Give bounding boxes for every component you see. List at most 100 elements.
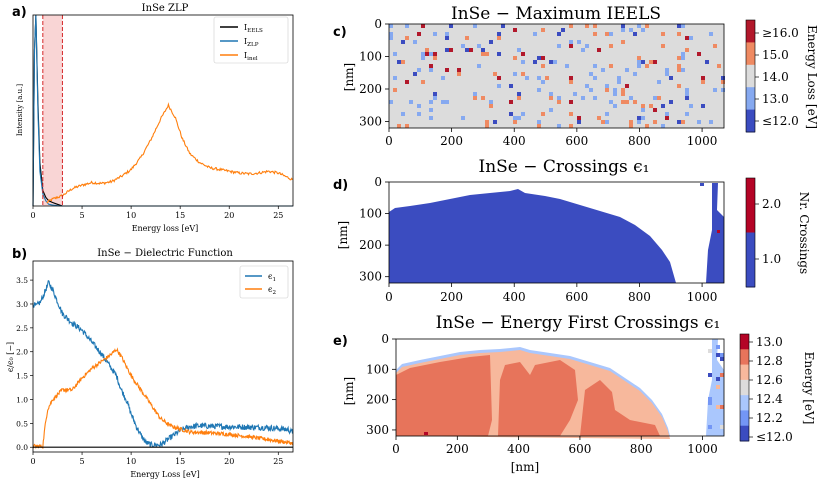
max-ieels-cell — [721, 88, 725, 92]
max-ieels-cell — [461, 44, 465, 48]
dielectric-series-ϵ2 — [32, 347, 294, 450]
max-ieels-cell — [569, 80, 573, 84]
max-ieels-cell — [573, 92, 577, 96]
zlp-shaded-region — [42, 15, 63, 206]
energy-crossings-cell — [708, 425, 712, 429]
max-ieels-cell — [537, 124, 541, 128]
max-ieels-cell — [389, 36, 393, 40]
max-ieels-cell — [481, 52, 485, 56]
max-ieels-colorbar-tick-label: 15.0 — [762, 48, 789, 62]
energy-crossings-map: InSe − Energy First Crossings ϵ₁ 0 200 400… — [342, 313, 816, 474]
max-ieels-cell — [641, 108, 645, 112]
max-ieels-cell — [589, 72, 593, 76]
max-ieels-colorbar-label: Energy Loss [eV] — [805, 25, 819, 129]
dielectric-x-tick-label: 10 — [126, 457, 136, 466]
dielectric-x-tick-label: 25 — [273, 457, 283, 466]
max-ieels-cell — [665, 72, 669, 76]
max-ieels-cell — [637, 116, 641, 120]
energy-crossings-y-tick-label: 0 — [381, 332, 389, 346]
energy-crossings-x-tick-label: 400 — [507, 442, 530, 456]
zlp-legend-entry: IEELS — [244, 23, 263, 34]
max-ieels-colorbar-tick-label: ≥16.0 — [762, 26, 799, 40]
max-ieels-cell — [405, 24, 409, 28]
max-ieels-cell — [429, 52, 433, 56]
energy-crossings-axes-frame — [395, 338, 725, 437]
max-ieels-cell — [389, 24, 393, 28]
zlp-y-axis-label: Intensity [a.u.] — [16, 84, 24, 136]
crossings-region-right — [706, 183, 724, 283]
dielectric-y-axis-label: ϵ/ϵ₀ [−] — [6, 342, 15, 372]
max-ieels-cell — [581, 96, 585, 100]
dielectric-x-tick-label: 5 — [80, 457, 85, 466]
max-ieels-cell — [501, 24, 505, 28]
max-ieels-cell — [521, 52, 525, 56]
max-ieels-cell — [429, 68, 433, 72]
max-ieels-cell — [445, 68, 449, 72]
crossings-x-tick-label: 800 — [628, 290, 651, 304]
max-ieels-cell — [433, 96, 437, 100]
energy-crossings-colorbar-label: Energy [eV] — [802, 352, 816, 425]
max-ieels-cell — [549, 60, 553, 64]
max-ieels-cell — [709, 120, 713, 124]
max-ieels-cell — [477, 44, 481, 48]
max-ieels-cell — [669, 76, 673, 80]
energy-crossings-colorbar-band — [740, 379, 749, 396]
energy-crossings-cell — [716, 377, 720, 381]
max-ieels-cell — [621, 92, 625, 96]
max-ieels-cell — [393, 52, 397, 56]
max-ieels-colorbar-band — [746, 87, 755, 111]
energy-crossings-cell — [720, 353, 724, 357]
max-ieels-cell — [645, 24, 649, 28]
zlp-x-tick-label: 10 — [126, 211, 136, 220]
max-ieels-cell — [405, 36, 409, 40]
max-ieels-cell — [709, 32, 713, 36]
max-ieels-cell — [421, 56, 425, 60]
max-ieels-cell — [569, 100, 573, 104]
zlp-x-tick-label: 0 — [30, 211, 35, 220]
max-ieels-y-tick-label: 300 — [359, 115, 382, 129]
max-ieels-cell — [517, 116, 521, 120]
max-ieels-cell — [633, 100, 637, 104]
max-ieels-cell — [697, 52, 701, 56]
max-ieels-cell — [681, 52, 685, 56]
max-ieels-colorbar-band — [746, 20, 755, 43]
energy-crossings-y-axis-label: [nm] — [342, 377, 356, 405]
max-ieels-cell — [701, 104, 705, 108]
max-ieels-cell — [409, 100, 413, 104]
max-ieels-cell — [561, 28, 565, 32]
max-ieels-cell — [657, 96, 661, 100]
max-ieels-cell — [585, 44, 589, 48]
panel-label-b: b) — [12, 247, 27, 262]
crossings-y-axis-label: [nm] — [336, 221, 350, 249]
max-ieels-cell — [497, 84, 501, 88]
max-ieels-cell — [425, 52, 429, 56]
max-ieels-cell — [557, 96, 561, 100]
max-ieels-cell — [557, 32, 561, 36]
max-ieels-cell — [653, 60, 657, 64]
max-ieels-colorbar-tick-label: 13.0 — [762, 92, 789, 106]
dielectric-x-tick-label: 0 — [30, 457, 35, 466]
max-ieels-cell — [405, 124, 409, 128]
zlp-x-tick-label: 15 — [175, 211, 185, 220]
max-ieels-cell — [441, 100, 445, 104]
crossings-y-tick-label: 0 — [374, 175, 382, 189]
max-ieels-cell — [473, 96, 477, 100]
dielectric-y-tick-label: 2.5 — [16, 324, 28, 333]
max-ieels-cell — [585, 84, 589, 88]
max-ieels-cell — [549, 96, 553, 100]
energy-crossings-cell — [720, 405, 724, 409]
max-ieels-cell — [449, 24, 453, 28]
energy-crossings-cell — [708, 349, 712, 353]
max-ieels-cell — [613, 104, 617, 108]
max-ieels-cell — [433, 52, 437, 56]
max-ieels-cell — [537, 76, 541, 80]
max-ieels-cell — [653, 120, 657, 124]
crossings-colorbar-frame — [745, 177, 756, 288]
max-ieels-cell — [705, 60, 709, 64]
zlp-legend-entry: IZLP — [244, 37, 259, 48]
max-ieels-cell — [629, 28, 633, 32]
max-ieels-cell — [533, 32, 537, 36]
max-ieels-cell — [721, 80, 725, 84]
energy-crossings-y-tick-label: 300 — [366, 423, 389, 437]
